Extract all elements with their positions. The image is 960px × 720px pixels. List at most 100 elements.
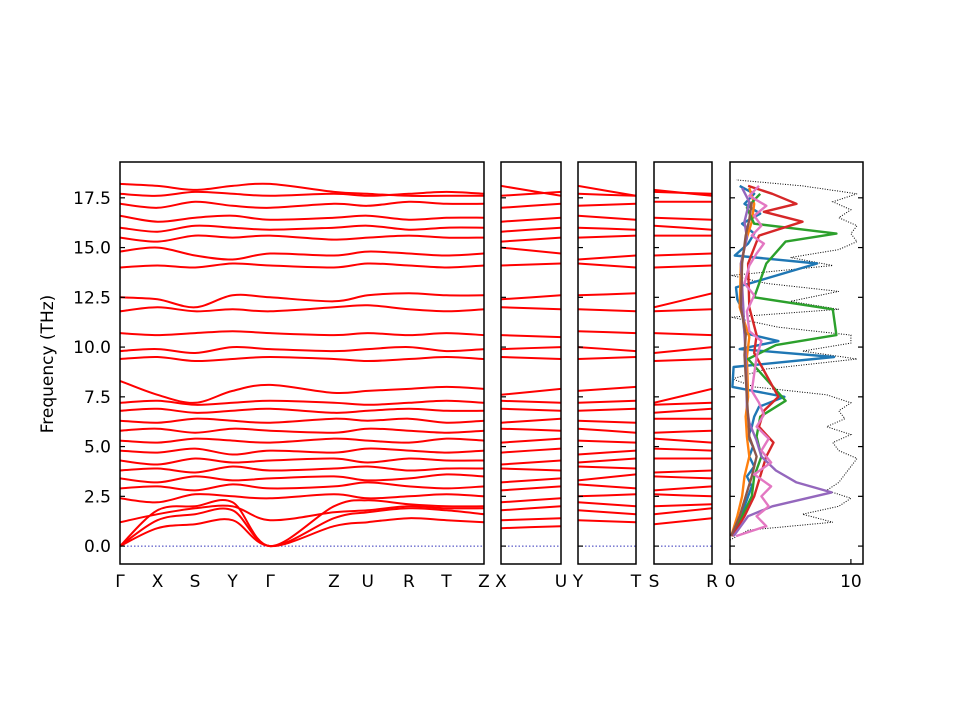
band-line [120, 437, 484, 444]
band-line [654, 485, 712, 492]
band-line [120, 407, 484, 414]
band-line [501, 190, 561, 197]
band-line [501, 497, 561, 504]
band-line [654, 224, 712, 231]
kpoint-label: U [555, 572, 567, 592]
band-line [501, 447, 561, 454]
band-line [120, 246, 484, 261]
band-line [578, 439, 636, 444]
band-line [501, 467, 561, 472]
dos-x-tick-label: 0 [725, 572, 736, 592]
band-line [654, 429, 712, 434]
band-line [501, 387, 561, 396]
band-line [501, 407, 561, 412]
band-line [654, 358, 712, 362]
band-line [578, 457, 636, 464]
band-line [501, 427, 561, 432]
band-line [578, 214, 636, 221]
y-tick-label: 17.5 [73, 189, 111, 209]
band-line [578, 346, 636, 353]
y-tick-label: 10.0 [73, 338, 111, 358]
band-line [578, 356, 636, 360]
band-line [501, 399, 561, 404]
band-line [654, 475, 712, 480]
band-line [578, 254, 636, 261]
band-line [501, 294, 561, 301]
band-line [578, 399, 636, 404]
y-tick-label: 0.0 [84, 537, 111, 557]
band-line [578, 493, 636, 498]
band-line [501, 417, 561, 424]
band-line [578, 407, 636, 412]
band-line [578, 202, 636, 207]
band-line [578, 308, 636, 313]
band-line [120, 465, 484, 474]
dos-x-tick-label: 10 [840, 572, 862, 592]
kpoint-label: T [630, 572, 642, 592]
kpoint-label: U [361, 572, 373, 592]
band-line [120, 517, 484, 548]
band-line [501, 226, 561, 233]
panel-frame [577, 161, 637, 565]
kpoint-label: Y [226, 572, 238, 592]
band-line [654, 252, 712, 257]
band-line [501, 334, 561, 339]
panel-frame [500, 161, 562, 565]
band-line [578, 292, 636, 297]
band-line [654, 447, 712, 452]
band-line [501, 356, 561, 360]
band-line [578, 330, 636, 335]
band-line [120, 504, 484, 524]
band-line [578, 226, 636, 231]
band-line [578, 419, 636, 424]
band-line [501, 485, 561, 492]
band-line [578, 262, 636, 269]
band-line [120, 262, 484, 269]
band-line [654, 292, 712, 309]
band-line [501, 437, 561, 444]
band-line [578, 184, 636, 197]
band-line [120, 447, 484, 456]
band-line [120, 507, 484, 548]
partial-dos-line [735, 185, 773, 538]
band-line [120, 355, 484, 363]
band-line [120, 200, 484, 209]
band-line [654, 469, 712, 474]
band-line [654, 264, 712, 269]
band-line [120, 498, 484, 548]
band-line [578, 427, 636, 434]
band-line [654, 517, 712, 526]
kpoint-label: Z [328, 572, 340, 592]
band-line [654, 308, 712, 313]
band-line [654, 387, 712, 404]
band-line [501, 184, 561, 197]
band-line [120, 182, 484, 197]
y-tick-label: 12.5 [73, 288, 111, 308]
y-tick-label: 5.0 [84, 438, 111, 458]
band-line [578, 234, 636, 239]
band-line [501, 459, 561, 466]
panel-frame [119, 161, 485, 565]
dos-panel: 0 10 [725, 161, 864, 592]
band-line [654, 346, 712, 354]
band-line [654, 188, 712, 197]
kpoint-label: S [190, 572, 201, 592]
y-axis-label: Frequency (THz) [38, 295, 58, 434]
band-line [654, 503, 712, 508]
partial-dos-line [731, 192, 838, 537]
y-tick-labels: 0.0 2.5 5.0 7.5 10.0 12.5 15.0 17.5 [73, 189, 111, 557]
dos-frame [729, 161, 864, 565]
kpoint-label: Γ [265, 572, 275, 592]
band-line [578, 483, 636, 490]
band-line [120, 292, 484, 309]
band-line [654, 407, 712, 414]
kpoint-label: S [649, 572, 660, 592]
band-line [578, 501, 636, 508]
band-line [578, 509, 636, 516]
y-tick-label: 7.5 [84, 388, 111, 408]
band-line [120, 481, 484, 492]
band-line [578, 449, 636, 456]
